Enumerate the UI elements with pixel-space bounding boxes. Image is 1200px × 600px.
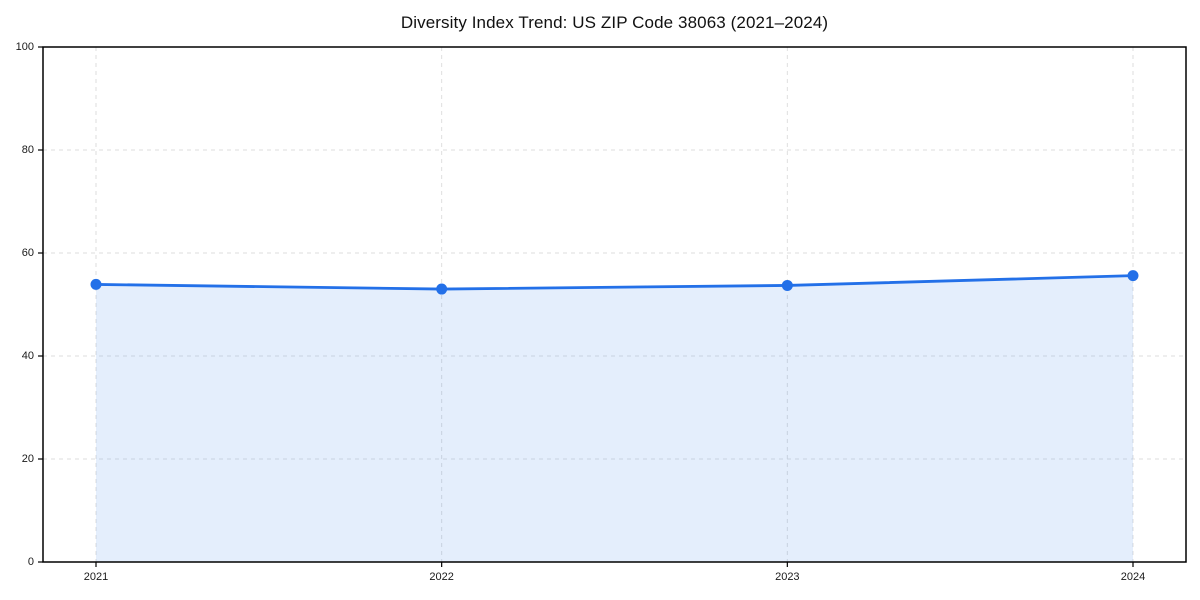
x-tick-label-2023: 2023: [775, 571, 799, 583]
y-tick-label-100: 100: [16, 41, 34, 53]
y-tick-label-20: 20: [22, 453, 34, 465]
y-tick-label-60: 60: [22, 247, 34, 259]
x-tick-label-2024: 2024: [1121, 571, 1145, 583]
y-tick-label-80: 80: [22, 144, 34, 156]
area-fill: [96, 275, 1133, 562]
y-tick-label-40: 40: [22, 350, 34, 362]
chart-title: Diversity Index Trend: US ZIP Code 38063…: [400, 13, 829, 32]
data-point-2022: [436, 283, 448, 295]
x-tick-label-2021: 2021: [84, 571, 108, 583]
data-point-2024: [1127, 270, 1139, 282]
x-tick-label-2022: 2022: [429, 571, 453, 583]
trend-line: [94, 274, 1135, 291]
data-point-2021: [90, 278, 102, 290]
plot-border: [42, 46, 1187, 563]
y-tick-label-0: 0: [28, 556, 34, 568]
data-point-2023: [781, 279, 793, 291]
